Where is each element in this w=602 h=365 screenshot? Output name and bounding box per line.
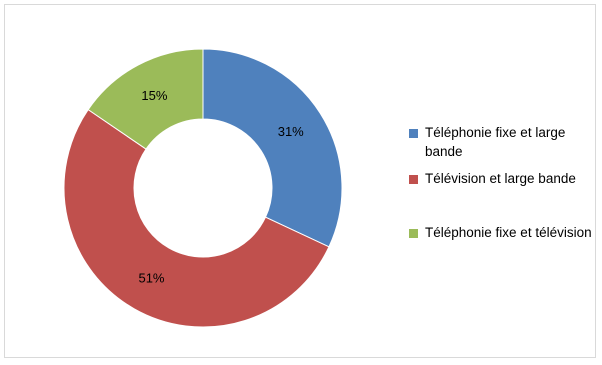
legend-swatch-green (409, 229, 418, 238)
legend-label-fixed-tv: Téléphonie fixe et télévision (425, 225, 592, 240)
donut-chart: 31% 51% 15% (63, 48, 343, 328)
legend-label-tv-broadband: Télévision et large bande (425, 171, 576, 186)
chart-frame: 31% 51% 15% Téléphonie fixe et large bande… (4, 4, 596, 358)
slice-fixed-broadband (202, 48, 343, 248)
slice-label-tv-broadband: 51% (138, 270, 164, 285)
legend-swatch-red (409, 175, 418, 184)
legend-label-fixed-broadband: Téléphonie fixe et large bande (425, 125, 566, 159)
slice-fixed-tv (87, 48, 204, 150)
legend-swatch-blue (409, 129, 418, 138)
slice-tv-broadband (63, 108, 330, 328)
slice-label-fixed-broadband: 31% (278, 124, 304, 139)
slice-label-fixed-tv: 15% (141, 88, 167, 103)
